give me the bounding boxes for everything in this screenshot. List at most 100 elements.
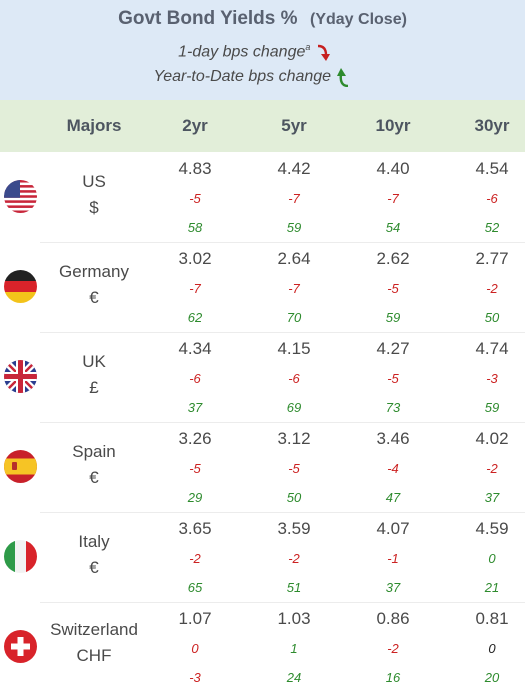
- yield-value: 4.54: [475, 159, 509, 178]
- yield-value: 3.12: [277, 429, 311, 448]
- yield-value: 4.07: [376, 519, 410, 538]
- currency-symbol: CHF: [76, 646, 112, 665]
- ytd-change-value: 73: [385, 400, 401, 415]
- ytd-change-value: 47: [385, 490, 401, 505]
- uk-flag-icon: [4, 360, 37, 393]
- down-arrow-icon: [317, 45, 330, 62]
- column-header-30yr: 30yr: [474, 116, 510, 135]
- currency-symbol: €: [89, 468, 99, 487]
- day-change-value: -7: [189, 281, 201, 296]
- ytd-change-value: 37: [385, 580, 401, 595]
- currency-symbol: $: [89, 198, 99, 217]
- yield-value: 4.27: [376, 339, 410, 358]
- country-name: UK: [82, 352, 106, 371]
- day-change-value: -5: [387, 281, 399, 296]
- yield-value: 4.34: [178, 339, 212, 358]
- column-header-5yr: 5yr: [281, 116, 307, 135]
- yield-value: 4.40: [376, 159, 410, 178]
- country-name: Switzerland: [50, 620, 138, 639]
- ytd-change-value: 69: [286, 400, 302, 415]
- yield-value: 2.77: [475, 249, 509, 268]
- ytd-change-value: 59: [286, 220, 302, 235]
- day-change-value: -6: [288, 371, 300, 386]
- table-row: US $4.83 -5 58 4.42 -7 59 4.40 -7 54 4.54 -6 52: [0, 152, 525, 242]
- ytd-change-value: 65: [187, 580, 203, 595]
- day-change-value: -2: [189, 551, 201, 566]
- ytd-change-value: 54: [385, 220, 401, 235]
- ytd-change-value: 59: [385, 310, 401, 325]
- yield-value: 1.07: [178, 609, 212, 628]
- day-change-value: -5: [189, 191, 201, 206]
- ytd-change-value: 21: [484, 580, 500, 595]
- table-row: Switzerland CHF 1.07 0 -3 1.03 1 24 0.86 -2 16 0.81…: [0, 602, 525, 692]
- switzerland-flag-icon: [4, 630, 37, 663]
- ytd-change-value: 52: [484, 220, 500, 235]
- row-divider: [40, 332, 525, 333]
- ytd-change-value: 24: [286, 670, 302, 685]
- legend-ytd-change: Year-to-Date bps change: [0, 67, 515, 88]
- yield-value: 2.62: [376, 249, 410, 268]
- ytd-change-value: 16: [385, 670, 401, 685]
- yield-value: 3.65: [178, 519, 212, 538]
- yield-value: 4.02: [475, 429, 509, 448]
- day-change-value: -7: [288, 191, 300, 206]
- group-label: Majors: [66, 116, 122, 135]
- column-header-10yr: 10yr: [375, 116, 411, 135]
- yield-value: 4.83: [178, 159, 212, 178]
- spain-flag-icon: [4, 450, 37, 483]
- ytd-change-value: 20: [484, 670, 500, 685]
- day-change-value: -4: [387, 461, 399, 476]
- yield-value: 2.64: [277, 249, 311, 268]
- ytd-change-value: 59: [484, 400, 500, 415]
- column-header-row: Majors 2yr 5yr 10yr 30yr: [0, 100, 525, 152]
- row-divider: [40, 242, 525, 243]
- yield-value: 3.26: [178, 429, 212, 448]
- row-divider: [40, 512, 525, 513]
- up-arrow-icon: [336, 68, 348, 88]
- yield-value: 0.86: [376, 609, 410, 628]
- country-name: US: [82, 172, 106, 191]
- legend-day-label: 1-day bps change: [178, 43, 306, 61]
- column-header-2yr: 2yr: [182, 116, 208, 135]
- day-change-value: -5: [288, 461, 300, 476]
- country-name: Germany: [59, 262, 129, 281]
- day-change-value: -6: [189, 371, 201, 386]
- ytd-change-value: 37: [484, 490, 500, 505]
- ytd-change-value: 50: [286, 490, 302, 505]
- table-row: Germany €3.02 -7 62 2.64 -7 70 2.62 -5 59 2.77 -2 50: [0, 242, 525, 332]
- row-divider: [40, 422, 525, 423]
- yield-value: 4.15: [277, 339, 311, 358]
- day-change-value: -3: [486, 371, 498, 386]
- country-name: Italy: [78, 532, 110, 551]
- row-divider: [40, 602, 525, 603]
- day-change-value: -2: [486, 281, 498, 296]
- table-row: UK £4.34 -6 37 4.15 -6 69 4.27 -5 73 4.74 -3 59: [0, 332, 525, 422]
- germany-flag-icon: [4, 270, 37, 303]
- table-row: Italy €3.65 -2 65 3.59 -2 51 4.07 -1 37 4.59 0 21: [0, 512, 525, 602]
- day-change-value: 1: [290, 641, 298, 656]
- currency-symbol: £: [89, 378, 99, 397]
- day-change-value: 0: [191, 641, 199, 656]
- yield-value: 4.42: [277, 159, 311, 178]
- country-name: Spain: [72, 442, 116, 461]
- yield-value: 4.59: [475, 519, 509, 538]
- day-change-value: -2: [288, 551, 300, 566]
- yield-value: 3.02: [178, 249, 212, 268]
- day-change-value: -2: [486, 461, 498, 476]
- yield-value: 3.59: [277, 519, 311, 538]
- day-change-value: 0: [488, 551, 496, 566]
- ytd-change-value: 37: [187, 400, 203, 415]
- title: Govt Bond Yields % (Yday Close): [0, 8, 525, 30]
- page-title: Govt Bond Yields %: [118, 8, 298, 29]
- legend-day-change: 1-day bps changea: [0, 42, 517, 62]
- table-row: Spain €3.26 -5 29 3.12 -5 50 3.46 -4 47 4.02 -2 37: [0, 422, 525, 512]
- ytd-change-value: 50: [484, 310, 500, 325]
- currency-symbol: €: [89, 288, 99, 307]
- ytd-change-value: 70: [286, 310, 302, 325]
- header-panel: Govt Bond Yields % (Yday Close) 1-day bp…: [0, 0, 525, 100]
- day-change-value: -1: [387, 551, 399, 566]
- legend-ytd-label: Year-to-Date bps change: [153, 68, 332, 85]
- us-flag-icon: [4, 180, 37, 213]
- yield-value: 0.81: [475, 609, 509, 628]
- ytd-change-value: 58: [187, 220, 203, 235]
